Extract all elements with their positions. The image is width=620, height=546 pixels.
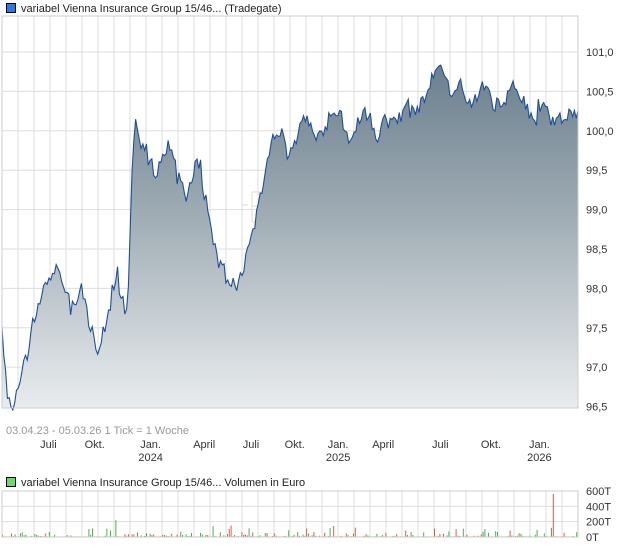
svg-text:Jan.: Jan. bbox=[140, 439, 161, 451]
svg-text:100,5: 100,5 bbox=[586, 86, 614, 98]
svg-text:Jan.: Jan. bbox=[529, 439, 550, 451]
svg-text:Okt.: Okt. bbox=[85, 439, 105, 451]
svg-text:97,5: 97,5 bbox=[586, 323, 607, 335]
svg-text:2024: 2024 bbox=[138, 452, 162, 464]
svg-text:101,0: 101,0 bbox=[586, 47, 614, 59]
svg-text:98,5: 98,5 bbox=[586, 244, 607, 256]
svg-text:400T: 400T bbox=[586, 501, 611, 513]
svg-text:Juli: Juli bbox=[243, 439, 260, 451]
svg-text:Okt.: Okt. bbox=[285, 439, 305, 451]
svg-text:April: April bbox=[372, 439, 394, 451]
svg-text:Jan.: Jan. bbox=[328, 439, 349, 451]
svg-text:Juli: Juli bbox=[432, 439, 449, 451]
svg-text:98,0: 98,0 bbox=[586, 283, 607, 295]
svg-text:99,5: 99,5 bbox=[586, 165, 607, 177]
svg-text:Juli: Juli bbox=[40, 439, 57, 451]
svg-text:April: April bbox=[193, 439, 215, 451]
svg-text:Okt.: Okt. bbox=[481, 439, 501, 451]
svg-text:03.04.23 - 05.03.26 1 Tick: 03.04.23 - 05.03.26 1 Tick = 1 Woche bbox=[6, 425, 189, 437]
svg-text:97,0: 97,0 bbox=[586, 362, 607, 374]
svg-text:2026: 2026 bbox=[527, 452, 551, 464]
svg-text:600T: 600T bbox=[586, 486, 611, 498]
svg-text:0T: 0T bbox=[586, 532, 599, 544]
svg-text:96,5: 96,5 bbox=[586, 402, 607, 414]
svg-text:200T: 200T bbox=[586, 517, 611, 529]
svg-text:99,0: 99,0 bbox=[586, 205, 607, 217]
svg-text:100,0: 100,0 bbox=[586, 126, 614, 138]
svg-text:2025: 2025 bbox=[326, 452, 350, 464]
